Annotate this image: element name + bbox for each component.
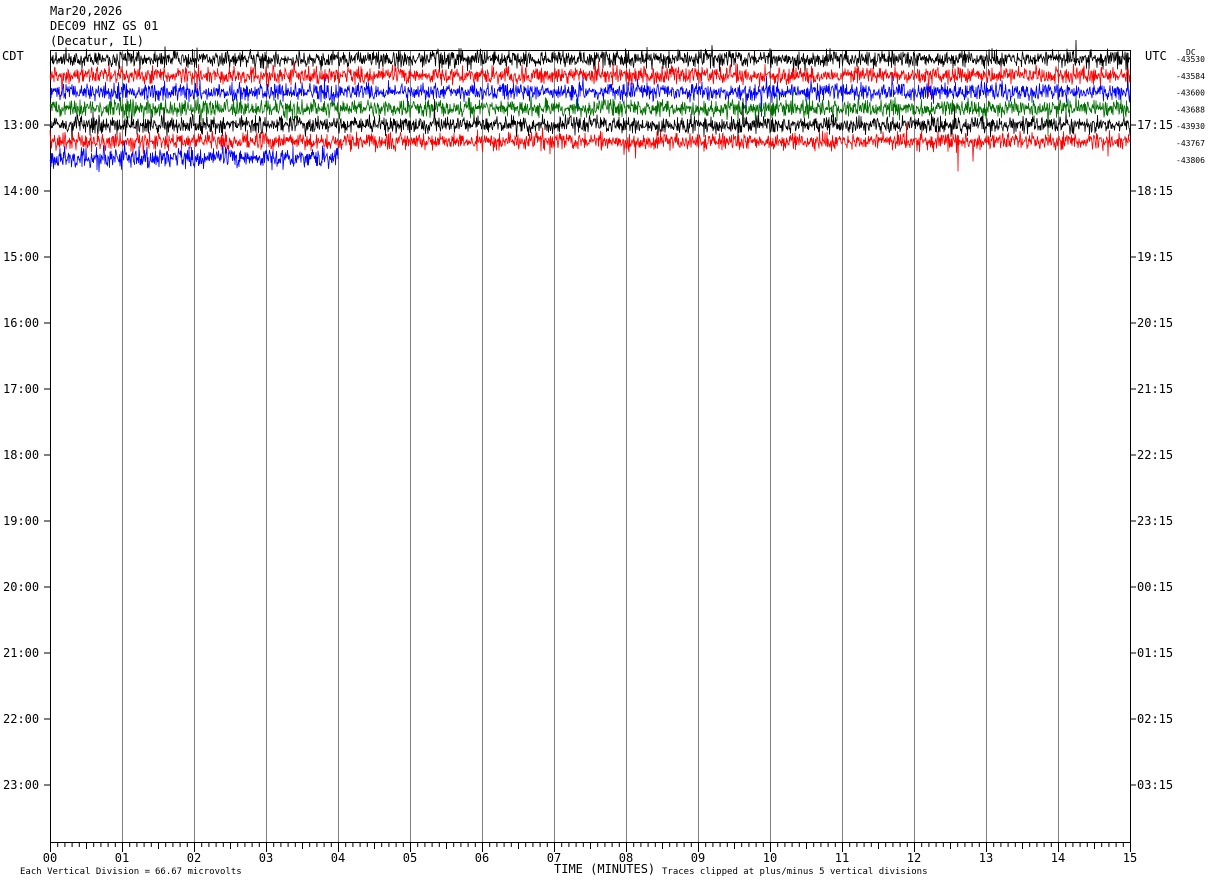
dc-offset-label: -43930 xyxy=(1176,122,1205,131)
x-tick-label: 05 xyxy=(403,851,417,865)
x-tick-label: 02 xyxy=(187,851,201,865)
x-axis-title: TIME (MINUTES) xyxy=(554,862,656,876)
x-tick-label: 00 xyxy=(43,851,57,865)
station-location: (Decatur, IL) xyxy=(50,34,144,48)
right-hour-label: 21:15 xyxy=(1137,382,1173,396)
right-hour-label: 23:15 xyxy=(1137,514,1173,528)
x-tick-label: 09 xyxy=(691,851,705,865)
left-timezone-label: CDT xyxy=(2,49,24,63)
x-tick-label: 15 xyxy=(1123,851,1137,865)
right-hour-label: 02:15 xyxy=(1137,712,1173,726)
right-hour-label: 18:15 xyxy=(1137,184,1173,198)
left-hour-label: 15:00 xyxy=(3,250,39,264)
left-hour-label: 17:00 xyxy=(3,382,39,396)
left-hour-label: 16:00 xyxy=(3,316,39,330)
trace-row-1 xyxy=(49,60,1131,97)
right-hour-label: 22:15 xyxy=(1137,448,1173,462)
left-hour-label: 13:00 xyxy=(3,118,39,132)
dc-offset-label: -43530 xyxy=(1176,55,1205,64)
trace-row-6 xyxy=(49,141,339,173)
x-tick-label: 07 xyxy=(547,851,561,865)
dc-offset-label: -43806 xyxy=(1176,156,1205,165)
left-hour-label: 23:00 xyxy=(3,778,39,792)
x-tick-label: 11 xyxy=(835,851,849,865)
left-hour-label: 14:00 xyxy=(3,184,39,198)
dc-offset-label: -43600 xyxy=(1176,89,1205,98)
right-timezone-label: UTC xyxy=(1145,49,1167,63)
right-hour-label: 17:15 xyxy=(1137,118,1173,132)
x-tick-label: 03 xyxy=(259,851,273,865)
x-tick-label: 12 xyxy=(907,851,921,865)
dc-label: DC xyxy=(1186,48,1196,57)
dc-offset-label: -43584 xyxy=(1176,72,1205,81)
scale-value: 66.67 microvolts xyxy=(155,867,242,877)
dc-offset-label: -43767 xyxy=(1176,139,1205,148)
left-hour-label: 18:00 xyxy=(3,448,39,462)
x-tick-label: 10 xyxy=(763,851,777,865)
trace-row-0 xyxy=(49,39,1131,90)
x-tick-label: 04 xyxy=(331,851,345,865)
x-tick-label: 06 xyxy=(475,851,489,865)
chart-date: Mar20,2026 xyxy=(50,4,123,18)
trace-row-3 xyxy=(49,91,1131,136)
left-hour-label: 22:00 xyxy=(3,712,39,726)
right-hour-label: 01:15 xyxy=(1137,646,1173,660)
x-tick-label: 14 xyxy=(1051,851,1065,865)
x-tick-label: 08 xyxy=(619,851,633,865)
x-tick-label: 01 xyxy=(115,851,129,865)
trace-row-4 xyxy=(49,98,1131,145)
right-hour-label: 20:15 xyxy=(1137,316,1173,330)
scale-label: Each Vertical Division = xyxy=(20,867,151,877)
right-hour-label: 00:15 xyxy=(1137,580,1173,594)
right-hour-label: 03:15 xyxy=(1137,778,1173,792)
trace-row-2 xyxy=(49,75,1131,117)
right-hour-label: 19:15 xyxy=(1137,250,1173,264)
clip-note: Traces clipped at plus/minus 5 vertical … xyxy=(662,867,928,877)
left-hour-label: 19:00 xyxy=(3,514,39,528)
left-hour-label: 20:00 xyxy=(3,580,39,594)
trace-row-5 xyxy=(49,122,1131,172)
dc-offset-label: -43688 xyxy=(1176,105,1205,114)
station-code: DEC09 HNZ GS 01 xyxy=(50,19,159,33)
left-hour-label: 21:00 xyxy=(3,646,39,660)
x-tick-label: 13 xyxy=(979,851,993,865)
